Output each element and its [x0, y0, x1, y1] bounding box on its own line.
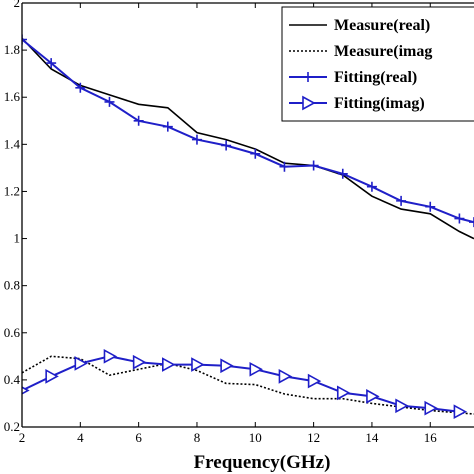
- y-tick-label: 0.8: [4, 278, 20, 293]
- data-point-3-15: [453, 404, 468, 420]
- data-point-3-6: [191, 357, 205, 372]
- legend-marker-3: [302, 95, 316, 111]
- data-point-2-12: [366, 181, 377, 192]
- x-tick-label: 12: [307, 430, 320, 445]
- data-point-2-16: [469, 217, 474, 228]
- x-tick-label: 14: [365, 430, 379, 445]
- x-tick-label: 4: [77, 430, 84, 445]
- series-line-1: [22, 355, 474, 415]
- y-tick-label: 1.8: [4, 42, 20, 57]
- data-point-2-9: [279, 161, 290, 172]
- legend-label-0: Measure(real): [334, 17, 430, 34]
- data-point-2-0: [22, 34, 27, 45]
- x-tick-label: 16: [424, 430, 438, 445]
- x-tick-label: 6: [135, 430, 142, 445]
- series-line-3: [22, 355, 460, 413]
- x-axis-title: Frequency(GHz): [194, 452, 331, 473]
- legend-label-3: Fitting(imag): [334, 95, 425, 112]
- legend: Measure(real) Measure(imag Fitting(real) Fi…: [281, 6, 474, 122]
- y-tick-label: 2: [14, 0, 21, 10]
- data-point-3-5: [162, 357, 176, 372]
- legend-label-2: Fitting(real): [334, 69, 417, 86]
- data-point-2-10: [308, 160, 319, 171]
- x-tick-label: 10: [249, 430, 262, 445]
- legend-box: [281, 6, 474, 122]
- axes-layer: 2 4 6 8 10 12 14 16 0.2 0.4 0.6 0.8 1 1.2 1.4 1.6 1.8 2: [4, 0, 474, 445]
- data-point-2-4: [133, 115, 144, 126]
- data-point-2-6: [191, 134, 202, 145]
- data-point-3-4: [132, 354, 147, 370]
- data-point-2-15: [454, 213, 465, 224]
- data-point-3-13: [395, 398, 409, 414]
- data-point-2-1: [46, 58, 57, 69]
- data-point-3-3: [103, 348, 118, 364]
- data-point-3-8: [249, 361, 263, 377]
- data-point-2-5: [162, 121, 173, 132]
- data-point-2-8: [250, 148, 261, 159]
- y-tick-label: 1.2: [4, 183, 20, 198]
- y-tick-label: 1.4: [4, 136, 21, 151]
- y-tick-label: 0.2: [4, 419, 20, 434]
- data-point-2-7: [221, 140, 232, 151]
- data-point-3-9: [278, 369, 293, 384]
- data-point-2-13: [396, 195, 407, 206]
- data-point-2-3: [104, 96, 115, 107]
- data-point-2-14: [425, 201, 436, 212]
- data-point-3-14: [424, 400, 438, 416]
- y-tick-label: 0.6: [4, 325, 21, 340]
- y-tick-label: 0.4: [4, 372, 21, 387]
- y-tick-label: 1: [14, 231, 21, 246]
- x-tick-label: 2: [19, 430, 26, 445]
- data-point-3-10: [307, 373, 322, 389]
- x-tick-label: 8: [194, 430, 201, 445]
- data-point-3-11: [336, 385, 351, 401]
- legend-label-1: Measure(imag: [334, 43, 432, 60]
- data-point-3-12: [366, 389, 380, 404]
- data-point-2-2: [75, 82, 86, 93]
- data-point-2-11: [337, 168, 348, 179]
- legend-marker-2: [303, 72, 313, 82]
- data-point-3-1: [45, 369, 59, 384]
- y-tick-label: 1.6: [4, 89, 21, 104]
- data-point-3-7: [220, 358, 234, 374]
- data-point-3-2: [74, 356, 88, 371]
